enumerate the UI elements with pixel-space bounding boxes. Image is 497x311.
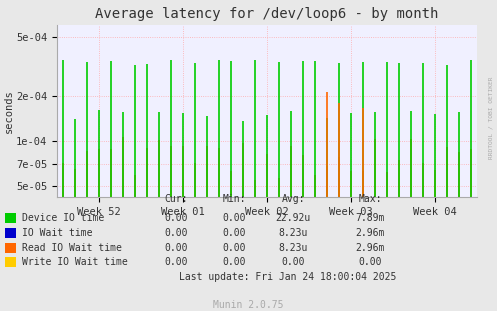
- Text: Write IO Wait time: Write IO Wait time: [22, 258, 128, 267]
- Text: 0.00: 0.00: [281, 258, 305, 267]
- Text: Device IO time: Device IO time: [22, 213, 104, 223]
- Text: 2.96m: 2.96m: [355, 243, 385, 253]
- Text: 0.00: 0.00: [223, 213, 247, 223]
- Text: 8.23u: 8.23u: [278, 228, 308, 238]
- Text: Cur:: Cur:: [165, 194, 188, 204]
- Text: Last update: Fri Jan 24 18:00:04 2025: Last update: Fri Jan 24 18:00:04 2025: [179, 272, 396, 282]
- Text: 0.00: 0.00: [165, 243, 188, 253]
- Text: 0.00: 0.00: [223, 228, 247, 238]
- Text: IO Wait time: IO Wait time: [22, 228, 92, 238]
- Text: 0.00: 0.00: [223, 258, 247, 267]
- Title: Average latency for /dev/loop6 - by month: Average latency for /dev/loop6 - by mont…: [95, 7, 439, 21]
- Text: Read IO Wait time: Read IO Wait time: [22, 243, 122, 253]
- Text: 0.00: 0.00: [358, 258, 382, 267]
- Text: Munin 2.0.75: Munin 2.0.75: [213, 300, 284, 310]
- Text: Min:: Min:: [223, 194, 247, 204]
- Text: 7.89m: 7.89m: [355, 213, 385, 223]
- Text: 22.92u: 22.92u: [276, 213, 311, 223]
- Y-axis label: seconds: seconds: [3, 89, 13, 133]
- Text: 8.23u: 8.23u: [278, 243, 308, 253]
- Text: 0.00: 0.00: [223, 243, 247, 253]
- Text: 0.00: 0.00: [165, 258, 188, 267]
- Text: 0.00: 0.00: [165, 213, 188, 223]
- Text: 0.00: 0.00: [165, 228, 188, 238]
- Text: Max:: Max:: [358, 194, 382, 204]
- Text: Avg:: Avg:: [281, 194, 305, 204]
- Text: RRDTOOL / TOBI OETIKER: RRDTOOL / TOBI OETIKER: [488, 77, 493, 160]
- Text: 2.96m: 2.96m: [355, 228, 385, 238]
